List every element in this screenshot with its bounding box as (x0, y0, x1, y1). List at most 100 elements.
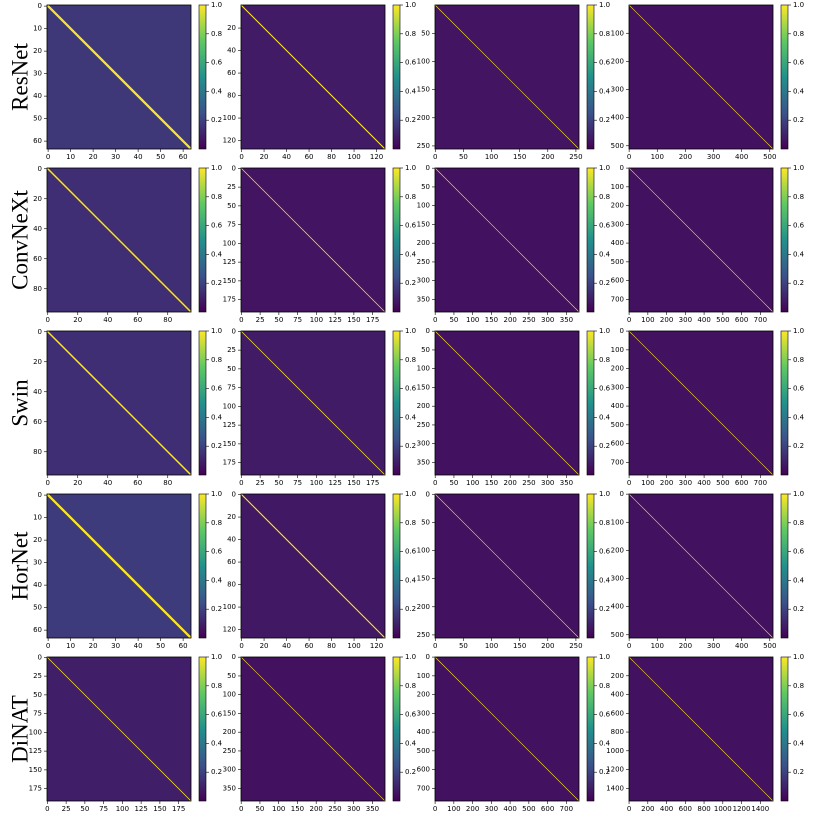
x-tick-label: 40 (103, 479, 112, 487)
axes-frame (628, 330, 774, 476)
colorbar-tick-label: 0.6 (405, 711, 417, 719)
heatmap-diagonal (434, 493, 580, 639)
x-tick-label: 250 (328, 805, 341, 813)
colorbar-tick-label: 0.4 (793, 739, 805, 747)
x-tick-label: 0 (627, 479, 631, 487)
heatmap-diagonal (46, 493, 192, 639)
colorbar-tick-label: 0.8 (211, 682, 222, 690)
axes-frame (46, 4, 192, 150)
y-tick-label: 100 (417, 202, 430, 210)
colorbar-tick-label: 1.0 (211, 1, 222, 9)
colorbar-tick-label: 0.8 (793, 193, 804, 201)
x-tick-label: 60 (305, 642, 314, 650)
x-tick-label: 400 (660, 805, 673, 813)
x-tick-label: 60 (305, 153, 314, 161)
x-tick-label: 500 (522, 805, 535, 813)
x-tick-label: 50 (156, 153, 165, 161)
y-tick-label: 400 (611, 603, 624, 611)
x-tick-label: 400 (503, 805, 516, 813)
colorbar-tick-label: 1.0 (599, 164, 610, 172)
y-tick-label: 500 (611, 142, 624, 150)
y-tick-label: 25 (227, 346, 236, 354)
x-tick-label: 600 (679, 805, 692, 813)
x-tick-label: 60 (179, 153, 188, 161)
colorbar (586, 167, 595, 313)
axes-frame (240, 167, 386, 313)
x-tick-label: 0 (239, 153, 243, 161)
colorbar-tick-label: 0.4 (599, 413, 611, 421)
colorbar (780, 493, 789, 639)
y-tick-label: 0 (38, 653, 42, 661)
y-tick-label: 100 (611, 518, 624, 526)
colorbar-tick-label: 0.2 (405, 442, 416, 450)
colorbar-tick-label: 0.2 (405, 605, 416, 613)
axes-frame (240, 493, 386, 639)
x-tick-label: 75 (293, 479, 302, 487)
y-tick-label: 350 (223, 784, 236, 792)
y-tick-label: 20 (227, 513, 236, 521)
y-tick-label: 400 (611, 114, 624, 122)
x-tick-label: 300 (679, 316, 692, 324)
y-tick-label: 1200 (606, 766, 624, 774)
colorbar-tick-label: 0.8 (599, 356, 610, 364)
colorbar-tick-label: 1.0 (793, 164, 804, 172)
x-tick-label: 75 (293, 316, 302, 324)
colorbar (198, 493, 207, 639)
x-tick-label: 50 (80, 805, 89, 813)
colorbar-tick-label: 0.8 (599, 519, 610, 527)
y-tick-label: 400 (611, 402, 624, 410)
x-tick-label: 300 (707, 642, 720, 650)
colorbar-tick-label: 0.6 (599, 59, 611, 67)
x-tick-label: 100 (310, 316, 323, 324)
y-tick-label: 75 (227, 221, 236, 229)
axes-frame (240, 656, 386, 802)
x-tick-label: 50 (459, 153, 468, 161)
x-tick-label: 200 (504, 316, 517, 324)
colorbar-tick-label: 0.6 (405, 59, 417, 67)
colorbar-tick-label: 1.0 (211, 653, 222, 661)
y-tick-label: 600 (611, 440, 624, 448)
x-tick-label: 0 (627, 805, 631, 813)
y-tick-label: 30 (33, 70, 42, 78)
y-tick-label: 400 (417, 728, 430, 736)
heatmap-diagonal (628, 167, 774, 313)
colorbar (198, 656, 207, 802)
y-tick-label: 200 (611, 365, 624, 373)
x-tick-label: 125 (134, 805, 147, 813)
y-tick-label: 600 (417, 766, 430, 774)
axes-frame (434, 4, 580, 150)
colorbar-tick-label: 0.8 (211, 193, 222, 201)
x-tick-label: 40 (134, 153, 143, 161)
y-tick-label: 150 (417, 220, 430, 228)
x-tick-label: 20 (260, 642, 269, 650)
colorbar-tick-label: 0.8 (793, 30, 804, 38)
x-tick-label: 300 (485, 805, 498, 813)
x-tick-label: 25 (256, 479, 265, 487)
x-tick-label: 300 (541, 479, 554, 487)
x-tick-label: 175 (366, 479, 379, 487)
colorbar-tick-label: 0.2 (599, 279, 610, 287)
axes-frame (434, 493, 580, 639)
x-tick-label: 100 (347, 153, 360, 161)
y-tick-label: 1000 (606, 747, 624, 755)
colorbar-tick-label: 0.4 (405, 413, 417, 421)
x-tick-label: 100 (651, 642, 664, 650)
x-tick-label: 40 (103, 316, 112, 324)
x-tick-label: 80 (327, 642, 336, 650)
y-tick-label: 25 (227, 183, 236, 191)
colorbar (586, 493, 595, 639)
row-label: ConvNeXt (7, 190, 32, 290)
y-tick-label: 50 (421, 29, 430, 37)
x-tick-label: 80 (163, 316, 172, 324)
colorbar-tick-label: 0.4 (599, 250, 611, 258)
colorbar-tick-label: 0.2 (211, 279, 222, 287)
colorbar (780, 4, 789, 150)
heatmap-diagonal (434, 656, 580, 802)
colorbar (392, 167, 401, 313)
x-tick-label: 0 (433, 642, 437, 650)
y-tick-label: 20 (33, 358, 42, 366)
colorbar (198, 330, 207, 476)
x-tick-label: 0 (433, 316, 437, 324)
x-tick-label: 100 (272, 805, 285, 813)
y-tick-label: 300 (417, 709, 430, 717)
